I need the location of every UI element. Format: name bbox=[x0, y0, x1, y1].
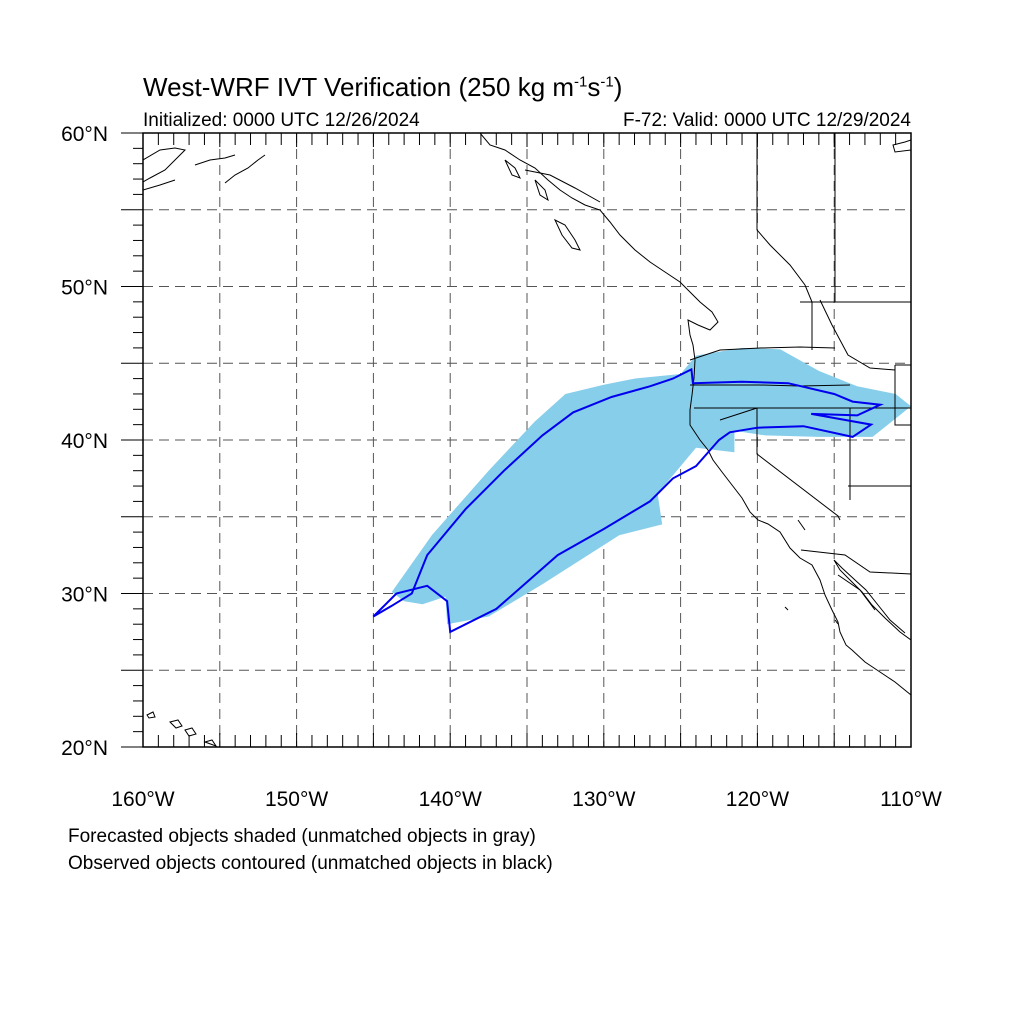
forecast-object-shading bbox=[391, 347, 911, 625]
lon-label: 140°W bbox=[419, 788, 482, 811]
lon-label: 120°W bbox=[726, 788, 789, 811]
lat-label: 20°N bbox=[61, 737, 108, 760]
coastlines-and-borders bbox=[143, 133, 911, 747]
chart-title: West-WRF IVT Verification (250 kg m-1s-1… bbox=[143, 72, 623, 102]
alaska-coast bbox=[143, 147, 266, 191]
lat-label: 40°N bbox=[61, 430, 108, 453]
latitude-labels: 60°N 50°N 40°N 30°N 20°N bbox=[61, 123, 108, 760]
lon-label: 160°W bbox=[111, 788, 174, 811]
lon-label: 130°W bbox=[572, 788, 635, 811]
valid-time: F-72: Valid: 0000 UTC 12/29/2024 bbox=[623, 110, 911, 131]
lat-label: 60°N bbox=[61, 123, 108, 146]
forecast-caption: Forecasted objects shaded (unmatched obj… bbox=[68, 826, 536, 847]
observed-object-contour bbox=[372, 367, 884, 634]
lon-label: 150°W bbox=[265, 788, 328, 811]
longitude-labels: 160°W 150°W 140°W 130°W 120°W 110°W bbox=[111, 788, 942, 811]
lat-label: 50°N bbox=[61, 277, 108, 300]
state-borders bbox=[524, 133, 911, 611]
islands bbox=[146, 159, 839, 747]
north-america-coastline bbox=[479, 133, 911, 696]
axis-ticks bbox=[121, 132, 912, 748]
lat-label: 30°N bbox=[61, 584, 108, 607]
observed-caption: Observed objects contoured (unmatched ob… bbox=[68, 853, 553, 874]
lon-label: 110°W bbox=[880, 788, 942, 811]
graticule bbox=[143, 133, 911, 747]
initialized-time: Initialized: 0000 UTC 12/26/2024 bbox=[143, 110, 420, 131]
